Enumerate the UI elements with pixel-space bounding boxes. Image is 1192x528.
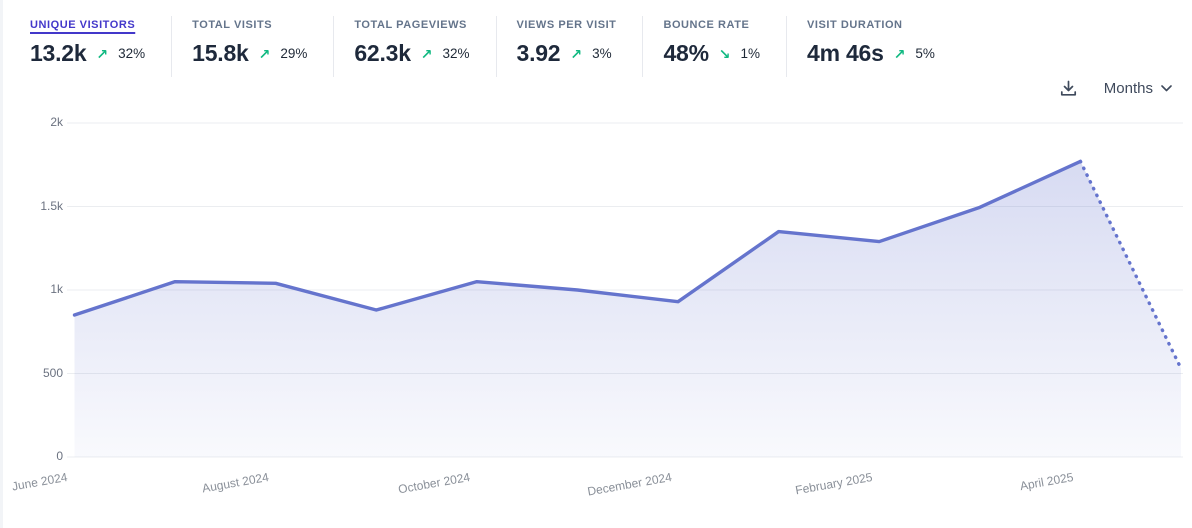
page-left-edge [0, 0, 3, 528]
interval-dropdown[interactable]: Months [1104, 80, 1172, 97]
stat-label: UNIQUE VISITORS [30, 19, 136, 31]
trend-arrow-icon: ↗ [420, 45, 433, 62]
trend-arrow-icon: ↘ [718, 45, 731, 62]
stat-label: TOTAL PAGEVIEWS [354, 19, 467, 31]
stat-label: TOTAL VISITS [192, 19, 273, 31]
y-axis-label: 1.5k [40, 198, 63, 213]
stat-label: BOUNCE RATE [663, 19, 750, 31]
stat-label: VISIT DURATION [807, 19, 903, 31]
stat-value-row: 4m 46s ↗ 5% [807, 40, 935, 67]
download-button[interactable] [1059, 79, 1078, 98]
stat-change-percent: 3% [592, 46, 612, 61]
stat-value: 4m 46s [807, 40, 884, 66]
interval-label: Months [1103, 80, 1153, 97]
stat-value: 48% [663, 40, 709, 66]
stat-value: 13.2k [30, 40, 87, 66]
stat-label: VIEWS PER VISIT [516, 19, 617, 31]
stat-value: 15.8k [192, 40, 249, 66]
stat-card-visit-duration[interactable]: VISIT DURATION 4m 46s ↗ 5% [786, 16, 961, 77]
stat-change-percent: 32% [442, 46, 470, 61]
download-icon [1060, 80, 1076, 96]
chevron-down-icon [1161, 85, 1172, 92]
chart-line [72, 159, 1083, 317]
stat-card-views-per-visit[interactable]: VIEWS PER VISIT 3.92 ↗ 3% [495, 16, 643, 77]
trend-arrow-icon: ↗ [96, 45, 109, 62]
stat-value-row: 15.8k ↗ 29% [192, 40, 307, 67]
y-axis-label: 0 [56, 449, 63, 463]
chart-area-fill [74, 161, 1181, 457]
stat-card-bounce-rate[interactable]: BOUNCE RATE 48% ↘ 1% [642, 16, 786, 77]
stat-change-percent: 5% [915, 46, 935, 61]
stat-value: 62.3k [354, 40, 411, 66]
y-axis-label: 2k [50, 115, 63, 129]
stat-value-row: 62.3k ↗ 32% [354, 40, 469, 67]
trend-arrow-icon: ↗ [893, 45, 906, 62]
stat-change-percent: 32% [118, 46, 146, 61]
stat-value-row: 3.92 ↗ 3% [517, 40, 617, 67]
trend-arrow-icon: ↗ [570, 45, 583, 62]
y-axis-label: 500 [42, 365, 63, 380]
trend-arrow-icon: ↗ [258, 45, 271, 62]
stat-card-total-visits[interactable]: TOTAL VISITS 15.8k ↗ 29% [171, 16, 333, 77]
stat-card-unique-visitors[interactable]: UNIQUE VISITORS 13.2k ↗ 32% [30, 16, 171, 77]
stat-change-percent: 1% [740, 46, 761, 61]
stats-row: UNIQUE VISITORS 13.2k ↗ 32% TOTAL VISITS… [0, 0, 1192, 77]
stat-value-row: 13.2k ↗ 32% [30, 40, 145, 67]
chart-controls: Months [1059, 79, 1172, 98]
stat-card-total-pageviews[interactable]: TOTAL PAGEVIEWS 62.3k ↗ 32% [333, 16, 495, 77]
stat-value-row: 48% ↘ 1% [663, 40, 760, 67]
chart-line-projected [1078, 159, 1183, 371]
y-axis-label: 1k [50, 282, 63, 296]
stat-value: 3.92 [516, 40, 561, 66]
stat-change-percent: 29% [280, 46, 308, 61]
